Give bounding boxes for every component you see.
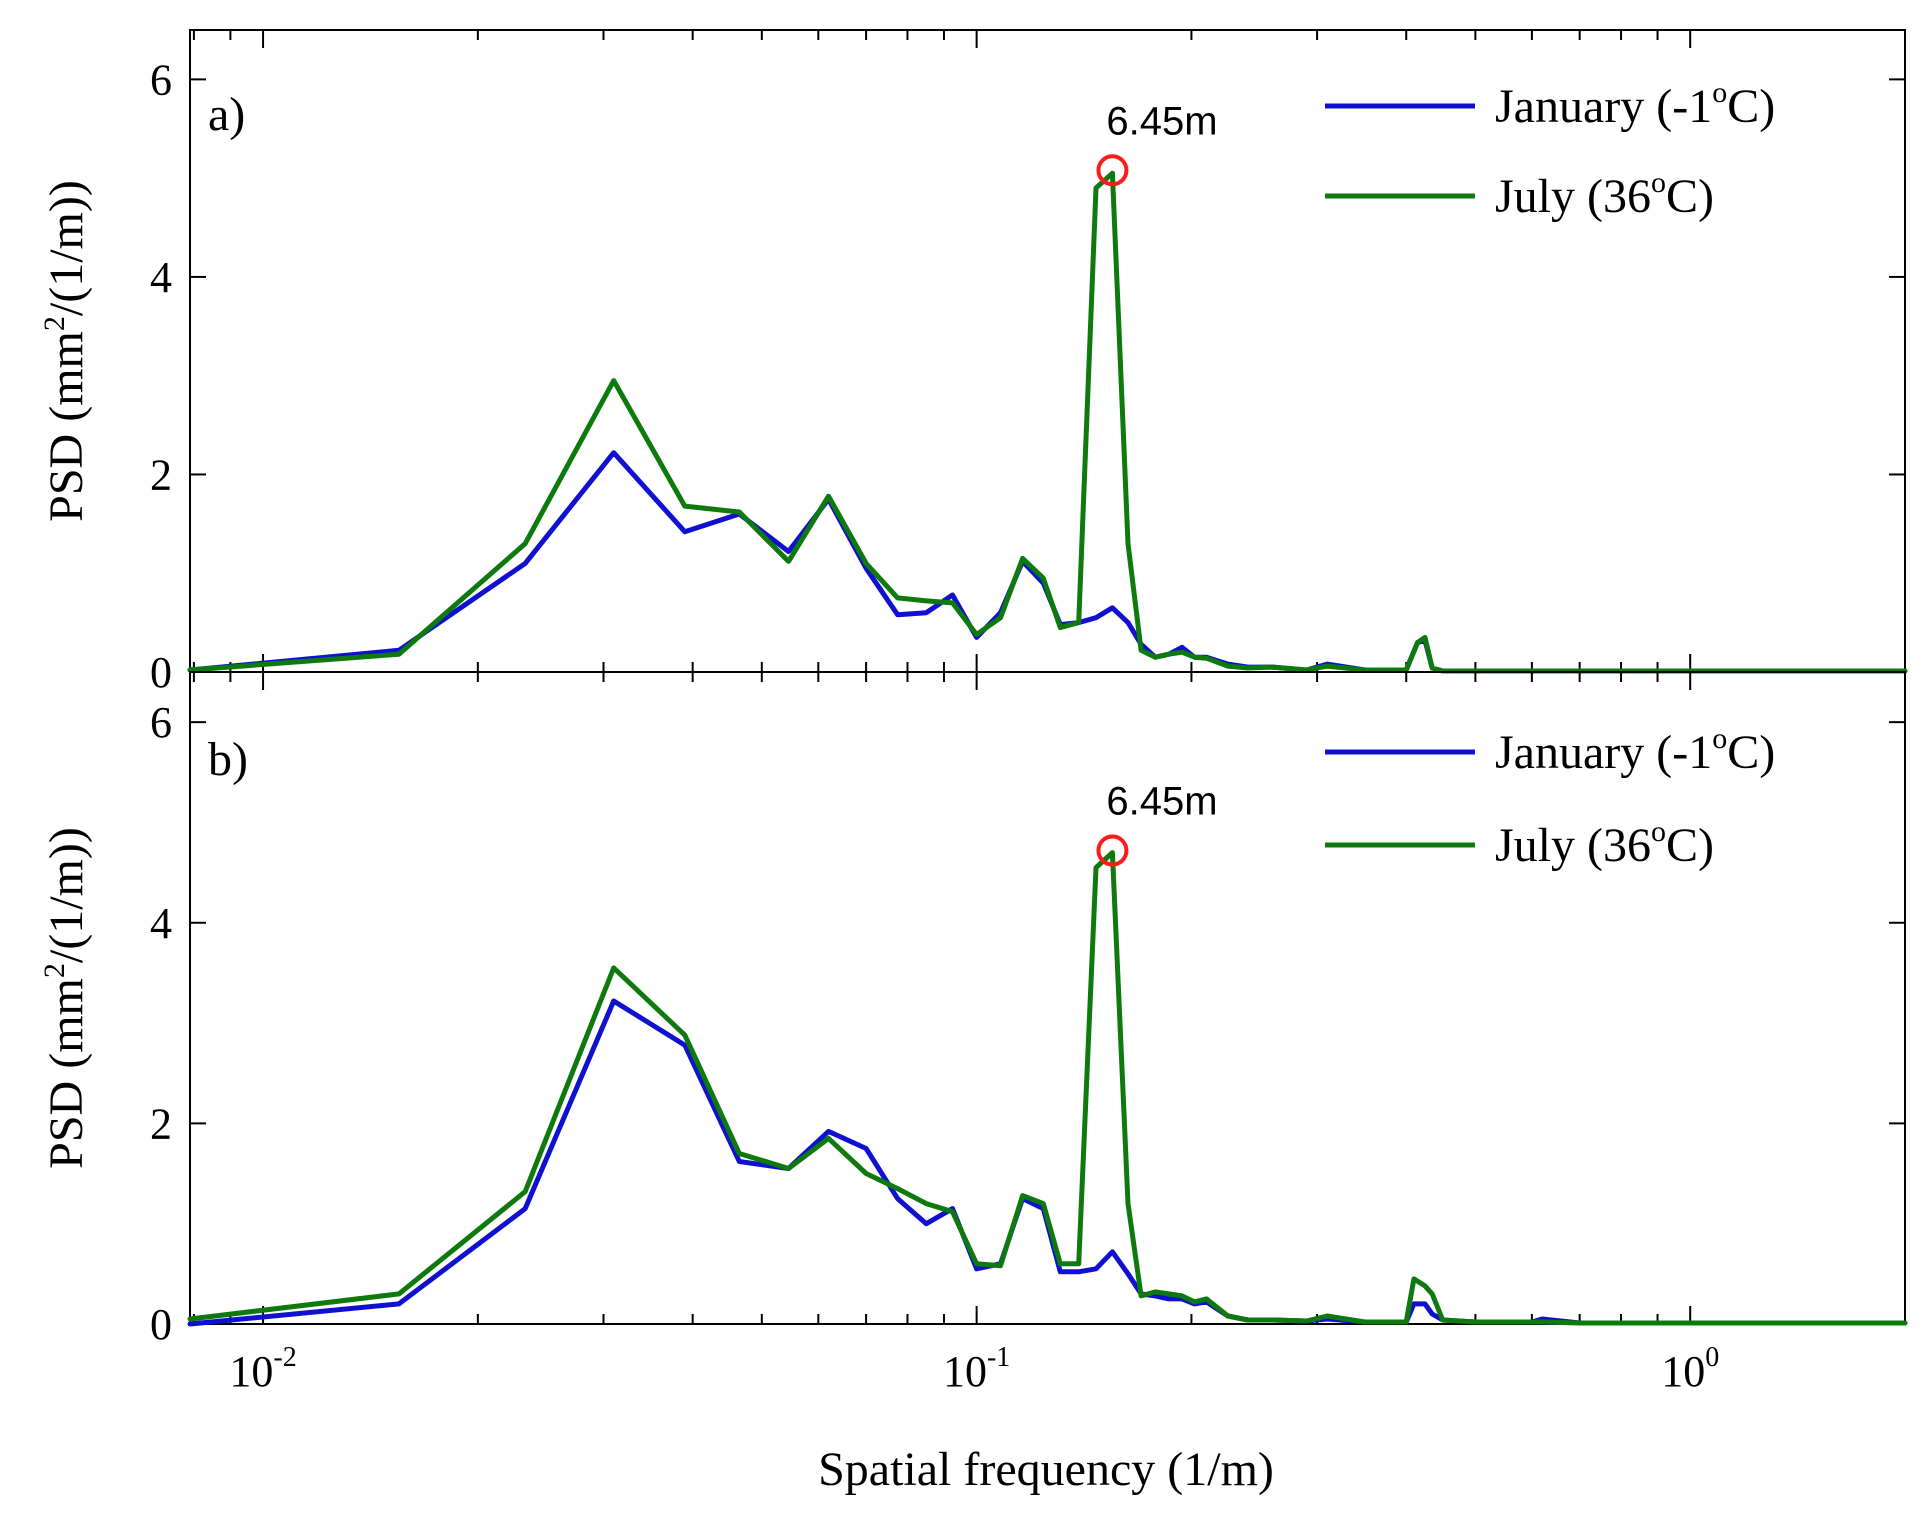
- y-tick-label: 0: [150, 1300, 172, 1349]
- panel-b-x-axis: 10-2 10-1 100: [192, 672, 1906, 1396]
- panel-a-legend-label-july: July (36oC): [1495, 166, 1714, 223]
- panel-a: 0 2 4 6 a) PSD (mm2/(1/m)) January (-1oC) J…: [38, 29, 1908, 697]
- y-tick-label: 2: [150, 1099, 172, 1148]
- panel-a-y-axis: 0 2 4 6: [150, 55, 1905, 697]
- x-tick-label: 100: [1661, 1342, 1719, 1396]
- y-tick-label: 4: [150, 899, 172, 948]
- panel-b-label: b): [208, 733, 248, 786]
- y-tick-label: 0: [150, 648, 172, 697]
- panel-b-peak-label: 6.45m: [1106, 780, 1217, 824]
- panel-a-label: a): [208, 88, 245, 141]
- panel-a-peak-marker: [1096, 154, 1129, 187]
- y-tick-label: 2: [150, 450, 172, 499]
- series-line-july: [187, 170, 1908, 674]
- y-tick-label: 6: [150, 55, 172, 104]
- panel-b-peak-marker: [1096, 834, 1129, 867]
- panel-b-y-axis: 0 2 4 6: [150, 698, 1905, 1349]
- panel-a-plot-area: [187, 170, 1908, 674]
- panel-a-legend: January (-1oC) July (36oC): [1325, 76, 1775, 223]
- panel-a-peak-label: 6.45m: [1106, 99, 1217, 143]
- panel-b-frame: [189, 671, 1906, 1325]
- panel-b-y-axis-label: PSD (mm2/(1/m)): [38, 827, 93, 1169]
- series-line-january: [187, 450, 1908, 674]
- panel-a-y-axis-label: PSD (mm2/(1/m)): [38, 180, 93, 522]
- x-tick-label: 10-2: [229, 1342, 296, 1396]
- panel-b-legend: January (-1oC) July (36oC): [1325, 722, 1775, 872]
- panel-b: 0 2 4 6 10-2 10-1 100 b) PSD (mm2/(1/m)) Janu…: [38, 671, 1908, 1496]
- panel-b-plot-area: [187, 850, 1908, 1327]
- panel-b-legend-label-july: July (36oC): [1495, 815, 1714, 872]
- panel-a-annotation: 6.45m: [1096, 99, 1218, 187]
- x-tick-label: 10-1: [943, 1342, 1010, 1396]
- series-line-july: [187, 850, 1908, 1326]
- panel-b-legend-label-january: January (-1oC): [1495, 722, 1775, 779]
- x-axis-label: Spatial frequency (1/m): [818, 1443, 1274, 1496]
- panel-b-annotation: 6.45m: [1096, 780, 1218, 867]
- panel-a-legend-label-january: January (-1oC): [1495, 76, 1775, 133]
- y-tick-label: 6: [150, 698, 172, 747]
- y-tick-label: 4: [150, 253, 172, 302]
- series-line-january: [187, 998, 1908, 1327]
